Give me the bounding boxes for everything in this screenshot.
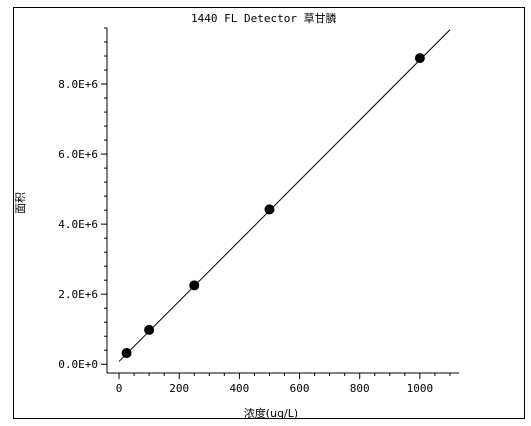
y-axis-label: 面积	[14, 192, 27, 214]
data-point	[264, 204, 275, 215]
y-tick-label: 2.0E+6	[58, 288, 98, 301]
chart-title: 1440 FL Detector 草甘膦	[191, 12, 337, 25]
data-point	[121, 348, 132, 359]
x-tick-label: 1000	[407, 382, 434, 395]
x-tick-label: 200	[169, 382, 189, 395]
chart-frame: 1440 FL Detector 草甘膦 0 200 400 600 800 1000 0.…	[13, 7, 525, 420]
x-tick-label: 600	[290, 382, 310, 395]
calibration-fit-line	[118, 29, 451, 362]
data-point	[414, 53, 425, 64]
x-tick-label: 800	[350, 382, 370, 395]
calibration-chart: 1440 FL Detector 草甘膦 0 200 400 600 800 1000 0.…	[14, 12, 459, 420]
y-tick-label: 8.0E+6	[58, 78, 98, 91]
data-point	[189, 280, 200, 291]
y-tick-label: 6.0E+6	[58, 148, 98, 161]
y-tick-label: 0.0E+0	[58, 358, 98, 371]
data-point	[144, 324, 155, 335]
x-tick-label: 0	[116, 382, 123, 395]
y-tick-label: 4.0E+6	[58, 218, 98, 231]
x-axis-label: 浓度(ug/L)	[244, 406, 298, 420]
x-tick-label: 400	[229, 382, 249, 395]
